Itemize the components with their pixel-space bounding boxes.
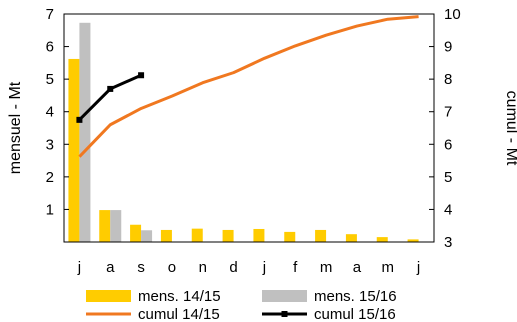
x-tick-label: j xyxy=(416,259,420,276)
right-y-tick-label: 10 xyxy=(444,6,461,23)
left-y-tick-label: 2 xyxy=(46,169,54,186)
bar-mens-14-15-10 xyxy=(376,237,388,242)
x-tick-label: a xyxy=(106,259,115,276)
legend-swatch-mens-15-16 xyxy=(262,290,307,302)
bar-mens-14-15-6 xyxy=(253,228,265,242)
plot-area: 1 2 3 4 5 6 7 3 4 5 6 7 8 9 10 j a s o n d j f m a m j xyxy=(46,6,461,276)
bar-mens-14-15-5 xyxy=(222,229,234,242)
x-tick-label: o xyxy=(168,259,176,276)
right-y-tick-label: 8 xyxy=(444,71,452,88)
left-y-axis-label-group: mensuel - Mt xyxy=(7,81,24,174)
right-y-tick-label: 4 xyxy=(444,201,452,218)
left-y-axis-label: mensuel - Mt xyxy=(7,81,24,174)
right-y-axis-label-group: cumul - Mt xyxy=(503,91,517,166)
bar-mens-14-15-8 xyxy=(315,229,327,242)
x-tick-label: j xyxy=(262,259,266,276)
bar-mens-15-16-2 xyxy=(141,230,153,242)
x-tick-label: d xyxy=(229,259,237,276)
x-tick-label: a xyxy=(353,259,362,276)
right-y-tick-label: 7 xyxy=(444,104,452,121)
bar-mens-15-16-0 xyxy=(79,22,91,243)
legend-label-mens-14-15: mens. 14/15 xyxy=(138,288,221,305)
left-y-tick-label: 3 xyxy=(46,136,54,153)
line-cumul-14-15 xyxy=(78,15,419,158)
x-tick-label: f xyxy=(293,259,298,276)
legend-swatch-mens-14-15 xyxy=(86,290,131,302)
left-y-tick-label: 4 xyxy=(46,104,54,121)
left-y-tick-label: 1 xyxy=(46,201,54,218)
legend: mens. 14/15 mens. 15/16 cumul 14/15 cumul 1… xyxy=(86,288,397,322)
point-cumul-15-16-1 xyxy=(107,85,114,92)
bar-mens-14-15-0 xyxy=(68,58,80,242)
legend-label-cumul-15-16: cumul 15/16 xyxy=(314,306,396,322)
left-y-tick-label: 7 xyxy=(46,6,54,23)
right-y-tick-label: 3 xyxy=(444,234,452,251)
bar-mens-14-15-3 xyxy=(160,229,172,242)
point-cumul-15-16-0 xyxy=(76,116,83,123)
right-y-tick-label: 6 xyxy=(444,136,452,153)
x-tick-label: j xyxy=(77,259,81,276)
legend-marker-cumul-15-16 xyxy=(281,311,288,317)
bar-mens-14-15-11 xyxy=(407,239,419,242)
bar-mens-14-15-9 xyxy=(345,234,357,242)
bar-mens-14-15-1 xyxy=(99,210,111,242)
x-tick-label: m xyxy=(320,259,333,276)
bar-mens-14-15-7 xyxy=(284,231,296,242)
legend-label-mens-15-16: mens. 15/16 xyxy=(314,288,397,305)
legend-label-cumul-14-15: cumul 14/15 xyxy=(138,306,220,322)
point-cumul-15-16-2 xyxy=(138,72,145,79)
bar-mens-14-15-2 xyxy=(130,224,142,242)
x-tick-label: s xyxy=(137,259,145,276)
x-tick-label: m xyxy=(382,259,395,276)
x-tick-label: n xyxy=(199,259,207,276)
right-y-tick-label: 9 xyxy=(444,39,452,56)
bar-mens-14-15-4 xyxy=(191,228,203,242)
left-y-tick-label: 6 xyxy=(46,39,54,56)
right-y-axis-label: cumul - Mt xyxy=(503,91,517,166)
right-y-tick-label: 5 xyxy=(444,169,452,186)
left-y-tick-label: 5 xyxy=(46,71,54,88)
plot-frame xyxy=(63,13,435,243)
bar-mens-15-16-1 xyxy=(110,210,122,242)
